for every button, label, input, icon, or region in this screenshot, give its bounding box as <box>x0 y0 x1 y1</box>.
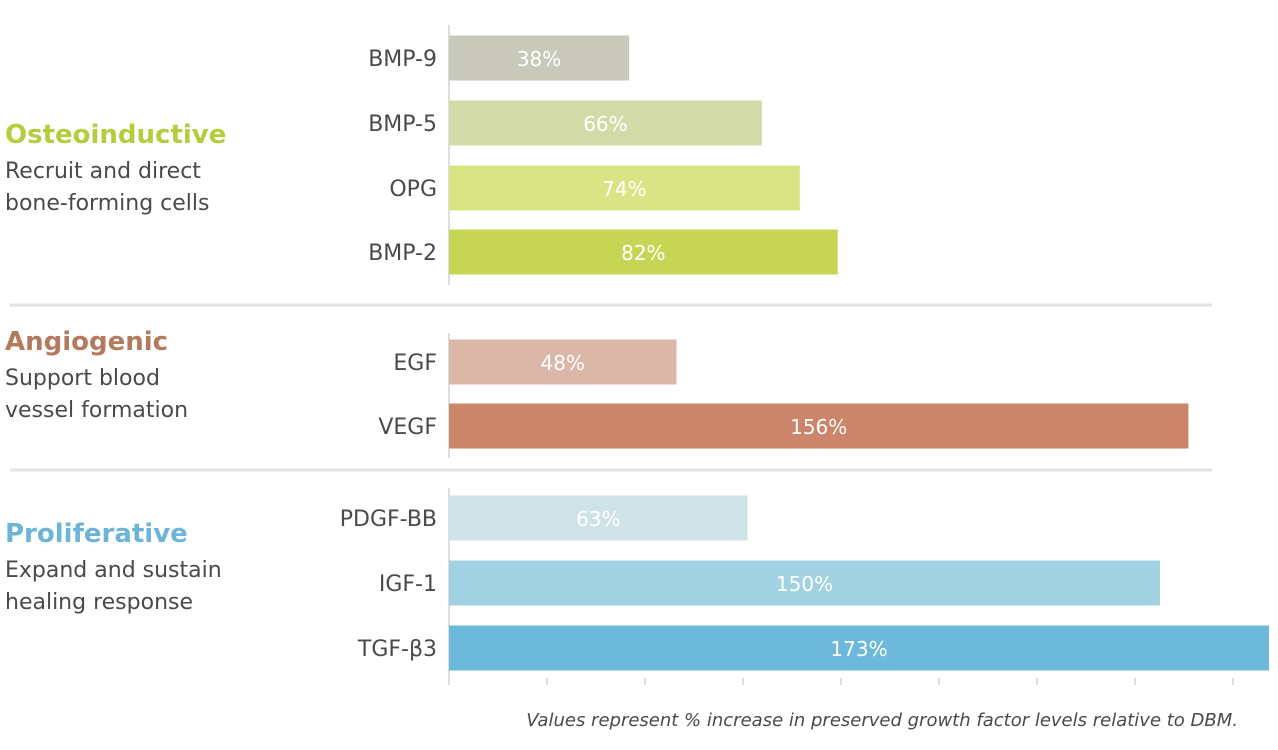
value-label: 48% <box>541 351 585 375</box>
group-subtitle: Expand and sustain <box>5 558 222 583</box>
bar-pdgf-bb <box>449 495 748 541</box>
value-label: 150% <box>776 572 833 596</box>
bar-bmp-2 <box>449 229 838 275</box>
value-label: 63% <box>576 507 620 531</box>
value-label: 173% <box>830 637 887 661</box>
bar-opg <box>449 165 800 211</box>
group-title: Osteoinductive <box>5 120 226 150</box>
category-label: IGF-1 <box>379 572 437 597</box>
group-subtitle: vessel formation <box>5 398 188 423</box>
bar-bmp-9 <box>449 35 630 81</box>
value-label: 82% <box>621 241 665 265</box>
group-title: Proliferative <box>5 519 188 549</box>
bar-vegf <box>449 403 1189 449</box>
value-label: 74% <box>602 177 646 201</box>
category-label: BMP-5 <box>368 112 437 137</box>
bar-bmp-5 <box>449 100 762 146</box>
category-label: OPG <box>389 177 437 202</box>
category-label: VEGF <box>378 415 437 440</box>
bar-tgf-3 <box>449 625 1269 671</box>
group-subtitle: healing response <box>5 590 193 615</box>
group-subtitle: bone-forming cells <box>5 191 209 216</box>
group-subtitle: Support blood <box>5 366 160 391</box>
footnote: Values represent % increase in preserved… <box>526 710 1238 731</box>
value-label: 66% <box>583 112 627 136</box>
bar-egf <box>449 339 677 385</box>
value-label: 38% <box>517 47 561 71</box>
category-label: BMP-2 <box>368 241 437 266</box>
group-subtitle: Recruit and direct <box>5 159 201 184</box>
category-label: PDGF-BB <box>340 507 437 532</box>
value-label: 156% <box>790 415 847 439</box>
category-label: EGF <box>393 351 437 376</box>
bar-igf-1 <box>449 560 1160 606</box>
category-label: TGF-β3 <box>357 637 437 662</box>
group-title: Angiogenic <box>5 327 168 357</box>
category-label: BMP-9 <box>368 47 437 72</box>
